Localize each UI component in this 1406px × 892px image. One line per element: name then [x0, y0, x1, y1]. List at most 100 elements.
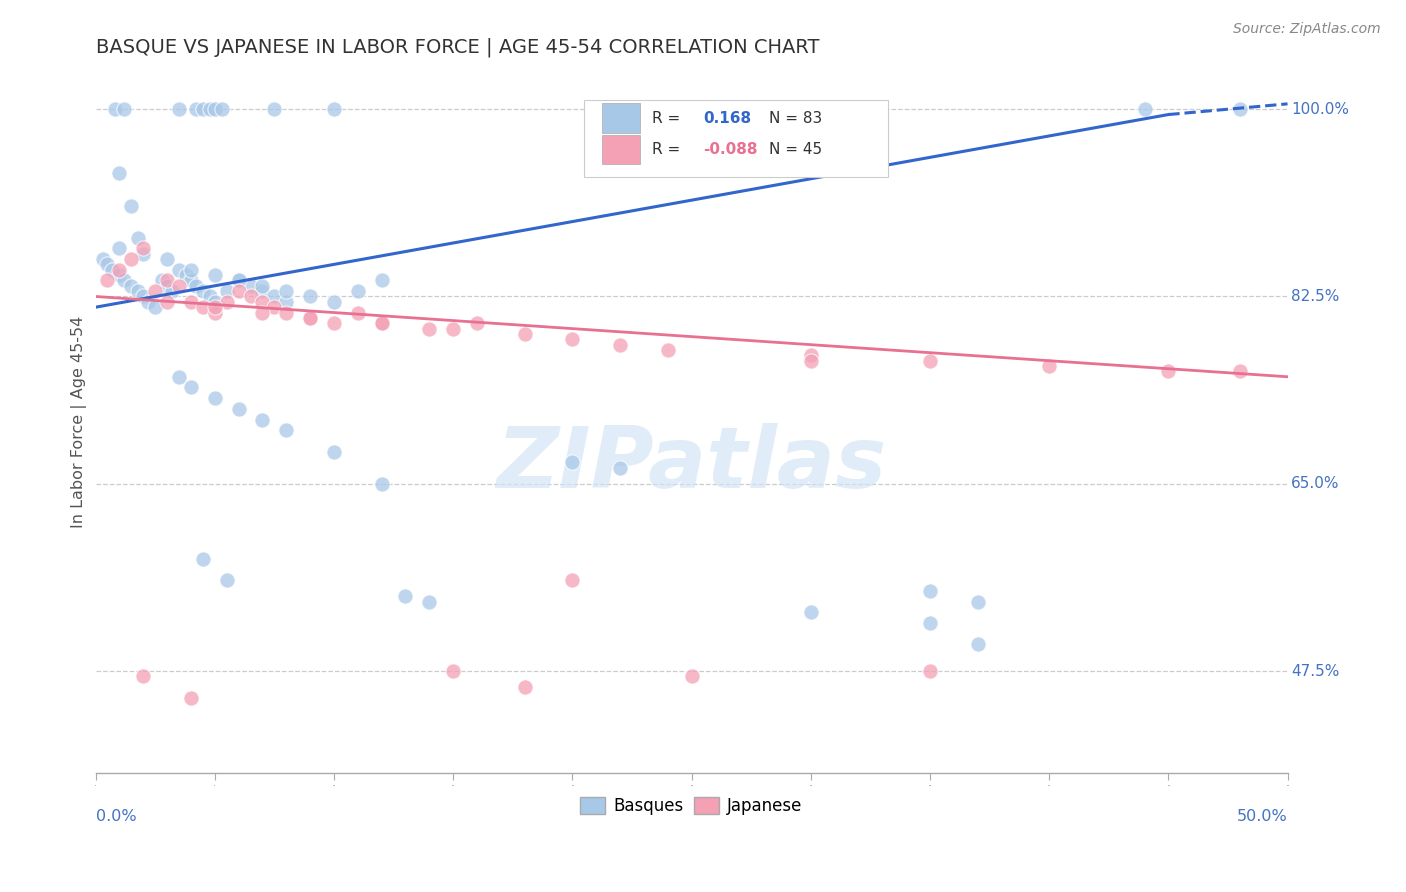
Point [204, 102, 226, 116]
Point [91, 252, 114, 266]
Text: R =: R = [652, 142, 685, 157]
Point [160, 284, 183, 298]
Point [198, 102, 221, 116]
Point [120, 198, 142, 212]
Point [263, 300, 285, 314]
Point [394, 589, 416, 603]
Point [263, 102, 285, 116]
Point [252, 305, 274, 319]
Text: ZIPatlas: ZIPatlas [496, 423, 887, 506]
Point [180, 380, 202, 394]
Point [346, 284, 368, 298]
FancyBboxPatch shape [602, 135, 640, 164]
Text: BASQUE VS JAPANESE IN LABOR FORCE | AGE 45-54 CORRELATION CHART: BASQUE VS JAPANESE IN LABOR FORCE | AGE … [96, 37, 820, 57]
Point [276, 423, 298, 437]
Point [127, 230, 149, 244]
Point [228, 284, 250, 298]
Point [156, 294, 179, 309]
Point [132, 246, 155, 260]
Point [191, 284, 214, 298]
Point [184, 102, 207, 116]
Point [150, 273, 173, 287]
Point [918, 615, 941, 630]
Point [465, 316, 488, 330]
Point [370, 316, 392, 330]
Point [800, 348, 823, 362]
Legend: Basques, Japanese: Basques, Japanese [574, 790, 810, 822]
Point [239, 278, 262, 293]
Point [108, 166, 131, 180]
Point [132, 289, 155, 303]
Point [204, 391, 226, 405]
Point [441, 664, 464, 678]
Point [108, 268, 131, 282]
FancyBboxPatch shape [585, 100, 889, 177]
Point [370, 273, 392, 287]
Point [239, 289, 262, 303]
Text: 65.0%: 65.0% [1291, 476, 1340, 491]
Point [204, 300, 226, 314]
Text: N = 83: N = 83 [769, 111, 823, 126]
Point [418, 321, 440, 335]
Point [104, 102, 127, 116]
Text: 100.0%: 100.0% [1291, 102, 1350, 117]
Point [513, 326, 536, 341]
Point [918, 664, 941, 678]
Text: 0.0%: 0.0% [96, 809, 136, 824]
Point [191, 300, 214, 314]
Point [276, 284, 298, 298]
Point [156, 273, 179, 287]
Point [228, 273, 250, 287]
Point [252, 294, 274, 309]
Point [252, 412, 274, 426]
Point [204, 268, 226, 282]
Point [156, 278, 179, 293]
Point [156, 252, 179, 266]
Point [561, 573, 583, 587]
Point [204, 294, 226, 309]
Point [276, 305, 298, 319]
Point [323, 444, 346, 458]
Point [800, 605, 823, 619]
Point [180, 262, 202, 277]
Point [370, 316, 392, 330]
Point [681, 669, 703, 683]
Point [167, 262, 190, 277]
Point [228, 273, 250, 287]
Text: 50.0%: 50.0% [1237, 809, 1288, 824]
Point [132, 669, 155, 683]
Point [609, 460, 631, 475]
Point [167, 102, 190, 116]
Point [1229, 364, 1251, 378]
Point [204, 305, 226, 319]
Point [299, 310, 322, 325]
Point [323, 316, 346, 330]
Text: 82.5%: 82.5% [1291, 289, 1340, 304]
Point [215, 284, 238, 298]
Text: -0.088: -0.088 [703, 142, 758, 157]
Point [127, 284, 149, 298]
Point [323, 294, 346, 309]
Point [346, 305, 368, 319]
Point [120, 278, 142, 293]
Point [112, 273, 135, 287]
Point [180, 294, 202, 309]
FancyBboxPatch shape [602, 103, 640, 133]
Point [174, 268, 197, 282]
Point [252, 278, 274, 293]
Point [299, 310, 322, 325]
Point [136, 294, 159, 309]
Point [191, 102, 214, 116]
Point [1157, 364, 1180, 378]
Point [561, 332, 583, 346]
Point [198, 289, 221, 303]
Point [132, 241, 155, 255]
Point [180, 273, 202, 287]
Point [215, 294, 238, 309]
Point [96, 257, 118, 271]
Point [1038, 359, 1060, 373]
Point [966, 637, 988, 651]
Text: 0.168: 0.168 [703, 111, 752, 126]
Point [263, 289, 285, 303]
Point [800, 353, 823, 368]
